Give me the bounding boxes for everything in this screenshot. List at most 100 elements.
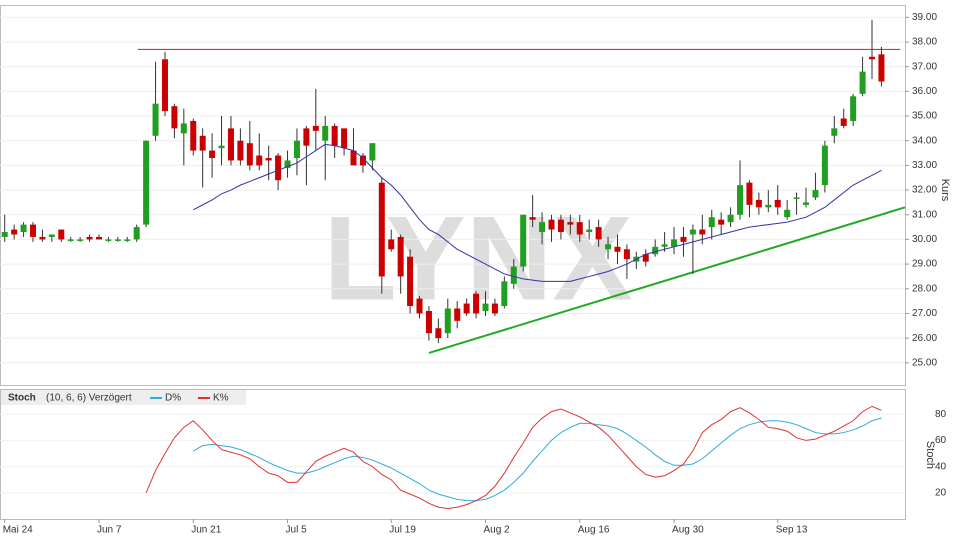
y-tick-label: 34.00 [912,135,937,146]
price-panel [0,5,906,386]
candle-body [689,229,696,235]
candle-body [284,160,291,168]
y-tick-label: 31.00 [912,209,937,220]
candle-body [435,328,442,339]
candle-body [774,199,781,208]
candle-body [331,125,338,146]
candle-body [322,125,329,141]
candle-body [227,128,234,161]
moving-average [193,143,882,282]
candle-body [727,214,734,223]
candle-body [567,222,574,225]
candle-body [869,56,876,60]
candle-body [11,229,18,235]
legend-label: K% [213,393,229,404]
candle-body [105,239,112,241]
candle-body [623,249,630,260]
x-tick-label: Mai 24 [3,525,33,536]
candle-body [341,128,348,149]
candle-body [586,229,593,233]
candle-body [539,222,546,233]
candle-body [491,303,498,314]
candle-body [275,155,282,181]
y-tick-label: 29.00 [912,259,937,270]
candle-body [1,232,8,237]
candle-body [209,150,216,158]
candle-body [58,229,65,240]
x-tick-label: Aug 16 [578,525,610,536]
x-tick-label: Aug 2 [483,525,510,536]
candle-body [293,140,300,158]
y-tick-label: 33.00 [912,160,937,171]
y-tick-label: 30.00 [912,234,937,245]
x-tick-label: Jul 19 [389,525,416,536]
candle-body [661,244,668,247]
candle-body [143,140,150,225]
candle-body [265,157,272,161]
indicator-title: Stoch [8,393,36,404]
candle-body [482,303,489,311]
y-tick-label: 40 [935,461,947,472]
candle-body [840,118,847,126]
candle-body [831,128,838,136]
candle-body [218,145,225,149]
candle-body [652,246,659,255]
y-tick-label: 26.00 [912,333,937,344]
candle-body [595,227,602,240]
candle-body [29,224,36,237]
candle-body [803,202,810,205]
y-tick-label: 37.00 [912,61,937,72]
candle-body [67,239,74,241]
candle-body [614,246,621,252]
x-tick-label: Jul 5 [286,525,308,536]
stoch-panel [0,389,906,520]
candle-body [171,106,178,129]
candle-body [642,254,649,262]
candle-body [114,239,121,241]
candle-body [473,293,480,314]
y-tick-label: 60 [935,435,947,446]
x-tick-label: Sep 13 [776,525,808,536]
candle-body [859,71,866,94]
candle-body [812,190,819,198]
candle-body [737,185,744,215]
candle-body [850,96,857,121]
candle-body [793,197,800,199]
candle-body [454,308,461,321]
y-tick-label: 80 [935,409,947,420]
candle-body [152,103,159,136]
candle-body [95,236,102,240]
y-tick-label: 27.00 [912,308,937,319]
candle-body [605,244,612,250]
candle-body [557,219,564,233]
candle-body [501,281,508,307]
trend-line [428,206,906,354]
candle-body [199,135,206,151]
y-tick-label: 39.00 [912,12,937,23]
candle-body [397,236,404,277]
y-tick-label: 32.00 [912,185,937,196]
stoch-header [1,390,246,405]
candle-body [878,54,885,82]
candle-body [444,308,451,334]
y-axis-label: Kurs [939,179,951,202]
candle-body [680,236,687,242]
candle-body [190,120,197,151]
candle-body [510,266,517,284]
candle-body [359,155,366,166]
candle-body [463,303,470,314]
indicator-line [193,417,882,502]
candle-body [821,145,828,186]
candle-body [520,214,527,267]
legend-label: D% [165,393,181,404]
candle-body [576,222,583,235]
candle-body [407,256,414,307]
candle-body [746,182,753,205]
x-tick-label: Jun 21 [191,525,221,536]
candle-body [48,234,55,237]
candle-body [718,219,725,225]
candle-body [708,217,715,228]
candle-body [548,219,555,230]
